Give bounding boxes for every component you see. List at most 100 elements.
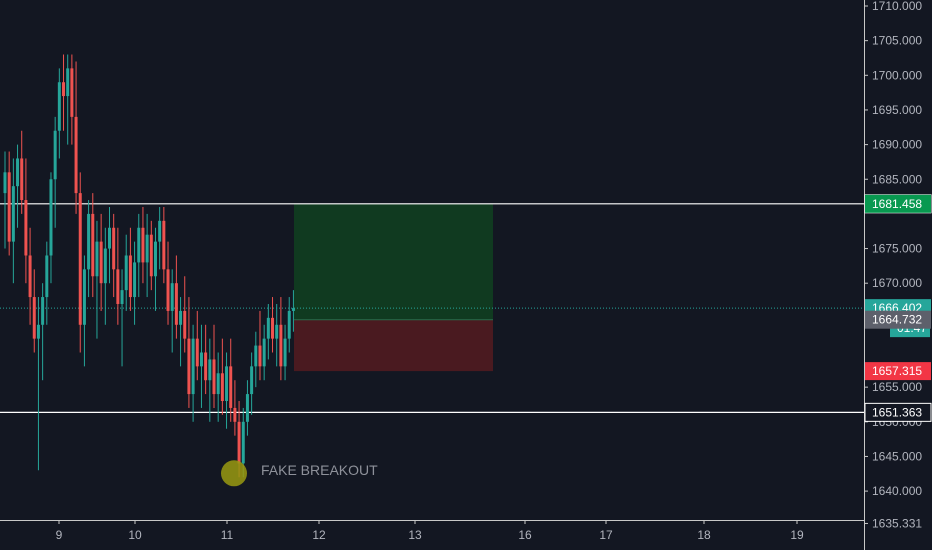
- candle-body: [275, 324, 279, 339]
- candle-body: [174, 283, 178, 325]
- candle-body: [82, 269, 86, 325]
- candle-body: [91, 213, 95, 277]
- candle-body: [78, 193, 82, 325]
- candle-body: [283, 338, 287, 367]
- candle-body: [220, 373, 224, 402]
- time-tick-label: 19: [790, 528, 804, 542]
- candle-body: [49, 179, 53, 256]
- candle-body: [3, 172, 7, 194]
- candle-body: [112, 227, 116, 270]
- candle-body: [95, 241, 99, 277]
- price-tick-label: 1640.000: [872, 484, 922, 498]
- price-tick-label: 1700.000: [872, 68, 922, 82]
- candle-body: [128, 255, 132, 298]
- annotation-text-1[interactable]: FAKE BREAKOUT: [261, 462, 378, 478]
- time-tick-label: 18: [697, 528, 711, 542]
- price-tick-label: 1695.000: [872, 103, 922, 117]
- candle-body: [11, 186, 15, 242]
- candle-body: [124, 255, 128, 291]
- candle-body: [271, 317, 275, 339]
- candle-body: [287, 310, 291, 339]
- candle-body: [170, 283, 174, 311]
- candle-body: [162, 220, 166, 270]
- candle-body: [62, 82, 66, 97]
- price-badge-1: [865, 194, 931, 213]
- time-tick-label: 10: [128, 528, 142, 542]
- profit-zone: [294, 203, 493, 320]
- candle-body: [24, 200, 28, 256]
- candle-body: [133, 262, 137, 298]
- price-tick-label: 1685.000: [872, 172, 922, 186]
- price-badge-text: 1657.315: [872, 364, 922, 378]
- horizontal-lines: [0, 203, 864, 413]
- candle-body: [103, 248, 107, 284]
- candle-body: [70, 68, 74, 117]
- candles: [3, 54, 295, 478]
- candle-body: [262, 338, 266, 367]
- candle-body: [191, 338, 195, 395]
- candle-body: [74, 116, 78, 194]
- candle-body: [53, 130, 57, 180]
- candle-body: [291, 308, 295, 311]
- candle-body: [279, 324, 283, 367]
- candle-body: [183, 310, 187, 339]
- candle-body: [245, 394, 249, 422]
- price-tick-label: 1710.000: [872, 0, 922, 13]
- price-tick-label: 1635.331: [872, 516, 922, 530]
- candle-body: [216, 373, 220, 395]
- price-axis: 1710.000 1705.000 1700.000 1695.000 1690.000…: [864, 0, 932, 550]
- candle-body: [141, 227, 145, 263]
- time-tick-label: 17: [599, 528, 613, 542]
- candle-body: [258, 345, 262, 367]
- candle-body: [137, 227, 141, 263]
- candle-body: [179, 310, 183, 325]
- candle-body: [32, 297, 36, 339]
- candle-body: [120, 290, 124, 304]
- candle-body: [212, 359, 216, 395]
- candle-body: [20, 158, 24, 201]
- price-badge-text: 1681.458: [872, 197, 922, 211]
- candle-body: [233, 407, 237, 422]
- candle-body: [16, 158, 20, 187]
- candle-body: [66, 68, 70, 97]
- candle-body: [108, 227, 111, 249]
- candle-body: [266, 317, 270, 339]
- candle-body: [225, 366, 229, 402]
- candle-body: [187, 338, 191, 395]
- candle-body: [28, 255, 32, 298]
- price-badge-5: [865, 362, 931, 381]
- fake-breakout-marker[interactable]: [221, 460, 247, 487]
- candle-body: [241, 421, 245, 464]
- time-axis: 9 10 11 12 13 16 17 18 19: [0, 520, 864, 550]
- price-badge-4: [865, 310, 931, 329]
- price-badges: 1681.4571651.3631681.4581666.40201:47166…: [864, 194, 932, 422]
- price-axis-background[interactable]: [864, 0, 932, 550]
- time-tick-label: 9: [56, 528, 63, 542]
- candle-body: [229, 366, 233, 408]
- time-tick-label: 13: [408, 528, 422, 542]
- candle-body: [45, 255, 49, 298]
- candle-body: [87, 213, 91, 270]
- candle-body: [254, 345, 258, 367]
- candle-body: [166, 269, 170, 311]
- price-tick-label: 1670.000: [872, 276, 922, 290]
- candle-body: [199, 352, 203, 367]
- candle-body: [250, 366, 254, 395]
- candle-body: [57, 82, 61, 131]
- candle-body: [208, 359, 212, 381]
- candle-body: [116, 269, 120, 304]
- price-tick-label: 1705.000: [872, 34, 922, 48]
- annotations: FAKE BREAKOUT: [221, 460, 378, 487]
- candle-body: [145, 234, 149, 263]
- time-tick-label: 11: [221, 528, 234, 542]
- loss-zone: [294, 319, 493, 372]
- position-zones: [294, 203, 493, 372]
- candle-body: [149, 234, 153, 277]
- candle-body: [158, 220, 162, 242]
- time-axis-background[interactable]: [0, 520, 864, 550]
- candle-body: [7, 172, 11, 242]
- price-tick-label: 1675.000: [872, 242, 922, 256]
- price-badge-text: 1664.732: [872, 313, 922, 327]
- price-tick-label: 1690.000: [872, 138, 922, 152]
